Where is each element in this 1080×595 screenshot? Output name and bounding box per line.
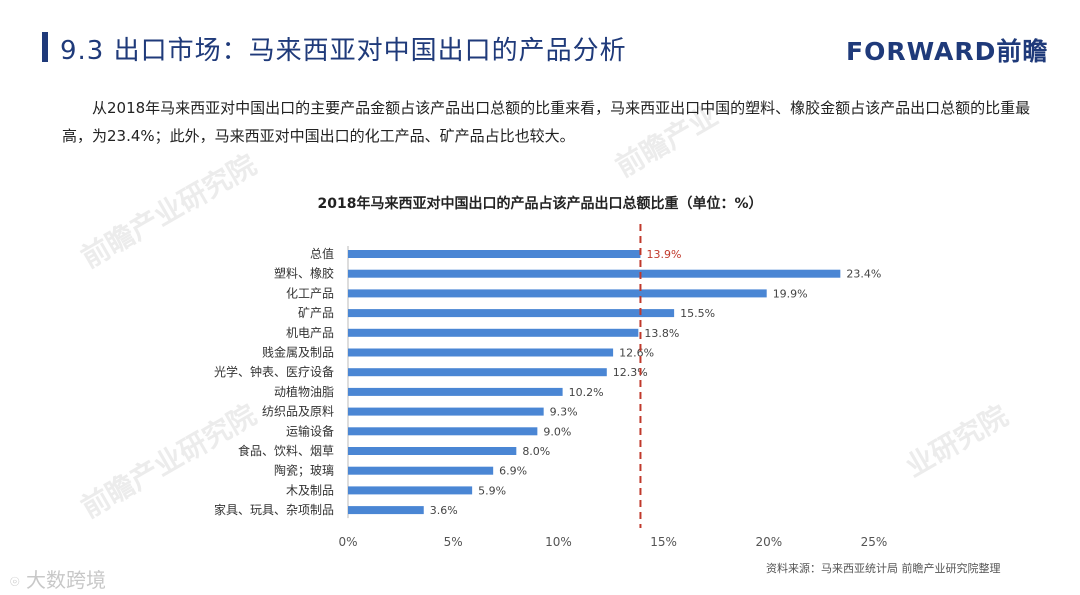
value-label: 12.6% bbox=[619, 347, 654, 360]
category-label: 光学、钟表、医疗设备 bbox=[214, 364, 334, 379]
source-note: 资料来源：马来西亚统计局 前瞻产业研究院整理 bbox=[766, 562, 1001, 575]
bar bbox=[348, 407, 544, 416]
category-label: 纺织品及原料 bbox=[262, 405, 334, 419]
value-label: 8.0% bbox=[522, 445, 550, 458]
x-tick-label: 0% bbox=[338, 535, 357, 549]
category-label: 家具、玩具、杂项制品 bbox=[214, 502, 334, 517]
bar bbox=[348, 486, 473, 495]
x-tick-label: 15% bbox=[650, 535, 677, 549]
value-label: 3.6% bbox=[430, 504, 458, 517]
category-label: 陶瓷；玻璃 bbox=[274, 463, 334, 478]
value-label: 19.9% bbox=[773, 287, 808, 300]
category-label: 动植物油脂 bbox=[274, 384, 334, 399]
category-label: 机电产品 bbox=[286, 326, 334, 340]
value-label: 5.9% bbox=[478, 484, 506, 497]
bar bbox=[348, 328, 639, 337]
bar bbox=[348, 269, 841, 278]
value-label: 10.2% bbox=[569, 386, 604, 399]
category-label: 化工产品 bbox=[286, 286, 334, 300]
bar bbox=[348, 387, 563, 396]
value-label: 12.3% bbox=[613, 366, 648, 379]
value-label: 15.5% bbox=[680, 307, 715, 320]
brand-logo: FORWARD前瞻 bbox=[846, 37, 1049, 66]
x-tick-label: 10% bbox=[545, 535, 572, 549]
chart-title: 2018年马来西亚对中国出口的产品占该产品出口总额比重（单位：%） bbox=[318, 195, 763, 212]
value-label: 6.9% bbox=[499, 465, 527, 478]
title-accent-bar bbox=[42, 32, 48, 62]
watermark: ⌾ 大数跨境 bbox=[10, 564, 106, 593]
x-tick-label: 25% bbox=[861, 535, 888, 549]
value-label: 13.9% bbox=[646, 248, 681, 261]
category-label: 贱金属及制品 bbox=[262, 345, 334, 360]
value-label: 9.0% bbox=[543, 425, 571, 438]
value-label: 13.8% bbox=[644, 327, 679, 340]
category-label: 食品、饮料、烟草 bbox=[238, 443, 334, 458]
value-label: 9.3% bbox=[550, 406, 578, 419]
bar bbox=[348, 289, 767, 298]
category-label: 木及制品 bbox=[286, 483, 334, 497]
category-label: 总值 bbox=[310, 246, 334, 261]
category-label: 矿产品 bbox=[298, 306, 334, 320]
bar bbox=[348, 348, 614, 357]
intro-paragraph: 从2018年马来西亚对中国出口的主要产品金额占该产品出口总额的比重来看，马来西亚… bbox=[62, 99, 1031, 145]
wechat-icon: ⌾ bbox=[10, 572, 20, 591]
watermark-text: 大数跨境 bbox=[25, 568, 106, 592]
bar bbox=[348, 466, 494, 475]
category-label: 塑料、橡胶 bbox=[274, 266, 334, 281]
bar bbox=[348, 506, 424, 515]
category-label: 运输设备 bbox=[286, 423, 334, 438]
page-title: 9.3 出口市场：马来西亚对中国出口的产品分析 bbox=[60, 36, 627, 66]
bar bbox=[348, 427, 538, 436]
x-tick-label: 5% bbox=[444, 535, 463, 549]
bar bbox=[348, 447, 517, 455]
value-label: 23.4% bbox=[846, 268, 881, 281]
bar bbox=[348, 309, 675, 318]
x-tick-label: 20% bbox=[755, 535, 782, 549]
bar bbox=[348, 250, 641, 258]
bar bbox=[348, 368, 607, 377]
